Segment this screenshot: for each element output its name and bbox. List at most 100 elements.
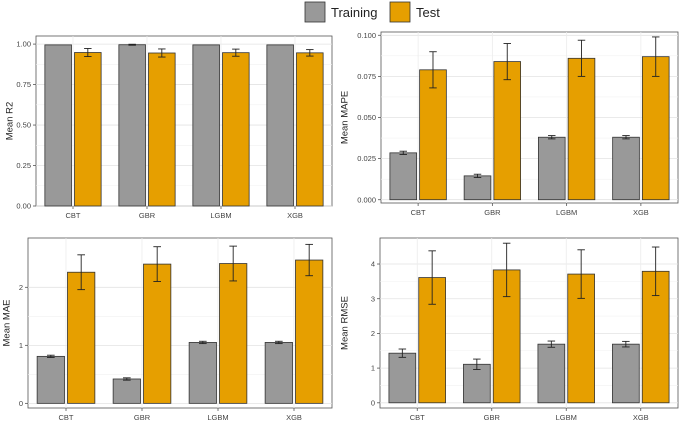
ytick-label-mae-1: 1	[19, 341, 23, 350]
panel-r2: 0.00 0.25 0.50 0.75 1.00 CBT GBR LGBM XGB Mean R2	[4, 35, 333, 220]
bar-mape-training-gbr	[463, 175, 492, 201]
bar-r2-training-lgbm	[192, 44, 220, 207]
errorbar-r2-test-xgb	[306, 49, 314, 57]
bar-mae-test-gbr	[143, 263, 172, 404]
errorbar-r2-training-gbr	[128, 43, 136, 46]
xtick-label-mape-lgbm: LGBM	[556, 208, 577, 217]
errorbar-mae-test-xgb	[305, 243, 314, 277]
ytick-label-r2-4: 1.00	[16, 40, 31, 49]
xtick-label-mae-xgb: XGB	[286, 413, 302, 422]
bar-r2-test-xgb	[296, 52, 324, 207]
bar-mape-test-gbr	[493, 61, 522, 201]
legend-key-test	[389, 1, 411, 23]
bar-mae-test-xgb	[295, 259, 324, 404]
errorbar-mape-training-lgbm	[548, 135, 556, 140]
ytick-label-mae-2: 2	[19, 283, 23, 292]
errorbar-r2-test-lgbm	[232, 48, 240, 57]
errorbar-r2-test-gbr	[158, 48, 166, 58]
errorbar-mape-training-xgb	[622, 135, 630, 140]
bar-mape-training-xgb	[612, 136, 640, 201]
xtick-label-mape-xgb: XGB	[633, 208, 649, 217]
ytick-label-r2-2: 0.50	[16, 121, 31, 130]
errorbar-rmse-test-xgb	[651, 246, 660, 297]
ylabel-mae: Mean MAE	[1, 300, 12, 347]
ytick-label-mape-1: 0.025	[357, 154, 376, 163]
bar-r2-test-cbt	[74, 52, 102, 207]
legend-label-test: Test	[416, 5, 440, 20]
ytick-label-r2-3: 0.75	[16, 80, 31, 89]
bar-r2-training-gbr	[118, 44, 146, 207]
errorbar-rmse-test-cbt	[428, 250, 436, 305]
bar-mae-training-lgbm	[188, 342, 217, 404]
ytick-label-mae-0: 0	[19, 399, 23, 408]
ytick-label-mape-2: 0.050	[357, 113, 376, 122]
ytick-label-r2-0: 0.00	[16, 202, 31, 211]
errorbar-mae-training-xgb	[274, 340, 283, 345]
xtick-label-rmse-cbt: CBT	[410, 413, 425, 422]
xtick-label-mae-cbt: CBT	[59, 413, 74, 422]
ytick-label-r2-1: 0.25	[16, 161, 31, 170]
errorbar-mae-test-lgbm	[229, 245, 238, 282]
bar-mae-training-cbt	[36, 355, 65, 404]
errorbar-rmse-training-gbr	[473, 358, 481, 370]
bar-r2-training-cbt	[44, 44, 72, 207]
errorbar-mae-training-cbt	[46, 354, 55, 358]
xtick-label-r2-gbr: GBR	[139, 211, 156, 220]
xtick-label-mae-gbr: GBR	[134, 413, 151, 422]
ytick-label-mape-4: 0.100	[357, 31, 376, 40]
xtick-label-mae-lgbm: LGBM	[207, 413, 228, 422]
bar-rmse-training-xgb	[612, 343, 640, 404]
xtick-label-r2-lgbm: LGBM	[210, 211, 231, 220]
ytick-label-rmse-0: 0	[371, 398, 375, 407]
panel-mae: 0 1 2 CBT GBR LGBM XGB Mean MAE	[1, 237, 333, 422]
bar-rmse-test-lgbm	[567, 273, 595, 404]
xtick-label-mape-gbr: GBR	[484, 208, 501, 217]
ytick-label-mape-3: 0.075	[357, 72, 376, 81]
ytick-label-rmse-2: 2	[371, 329, 375, 338]
panel-mape: 0.000 0.025 0.050 0.075 0.100 CBT GBR LGBM XGB Me…	[339, 31, 679, 217]
bar-mae-test-lgbm	[219, 263, 248, 404]
errorbar-mae-test-gbr	[153, 246, 162, 282]
bar-mape-test-xgb	[641, 56, 670, 201]
bar-mape-test-lgbm	[567, 57, 596, 201]
ytick-label-rmse-4: 4	[371, 260, 375, 269]
ytick-label-rmse-1: 1	[371, 364, 375, 373]
panel-rmse: 0 1 2 3 4 CBT GBR LGBM XGB Mean RMSE	[339, 237, 679, 422]
xtick-label-rmse-lgbm: LGBM	[556, 413, 577, 422]
bar-r2-test-lgbm	[222, 52, 250, 207]
bar-rmse-training-cbt	[388, 352, 417, 404]
bar-mape-test-cbt	[419, 69, 447, 201]
errorbar-rmse-training-xgb	[622, 340, 630, 348]
errorbar-rmse-test-lgbm	[577, 249, 585, 299]
errorbar-rmse-test-gbr	[502, 242, 511, 298]
legend: Training Test	[304, 1, 440, 23]
bar-mae-training-xgb	[264, 342, 293, 404]
bar-mae-test-cbt	[67, 271, 96, 404]
bar-r2-test-gbr	[148, 52, 176, 207]
errorbar-mae-training-gbr	[122, 377, 131, 381]
errorbar-mae-test-cbt	[77, 254, 86, 291]
ytick-label-rmse-3: 3	[371, 294, 375, 303]
errorbar-mape-test-cbt	[429, 51, 437, 89]
errorbar-mape-training-gbr	[473, 173, 482, 178]
bar-mae-training-gbr	[112, 378, 141, 404]
bar-rmse-training-lgbm	[537, 343, 566, 404]
bar-r2-training-xgb	[266, 44, 294, 207]
errorbar-rmse-training-lgbm	[547, 340, 556, 348]
xtick-label-rmse-xgb: XGB	[633, 413, 649, 422]
xtick-label-mape-cbt: CBT	[411, 208, 426, 217]
ylabel-mape: Mean MAPE	[339, 91, 350, 144]
errorbar-r2-test-cbt	[84, 48, 92, 58]
xtick-label-r2-cbt: CBT	[66, 211, 81, 220]
bar-mape-training-cbt	[389, 152, 418, 201]
legend-key-training	[304, 1, 326, 23]
xtick-label-r2-xgb: XGB	[287, 211, 303, 220]
errorbar-mape-test-gbr	[503, 43, 511, 81]
errorbar-mape-test-lgbm	[577, 39, 586, 77]
bar-mape-training-lgbm	[537, 136, 566, 201]
errorbar-rmse-training-cbt	[398, 348, 407, 358]
errorbar-mae-training-lgbm	[198, 340, 207, 345]
ytick-label-mape-0: 0.000	[357, 195, 376, 204]
ylabel-r2: Mean R2	[4, 102, 15, 141]
